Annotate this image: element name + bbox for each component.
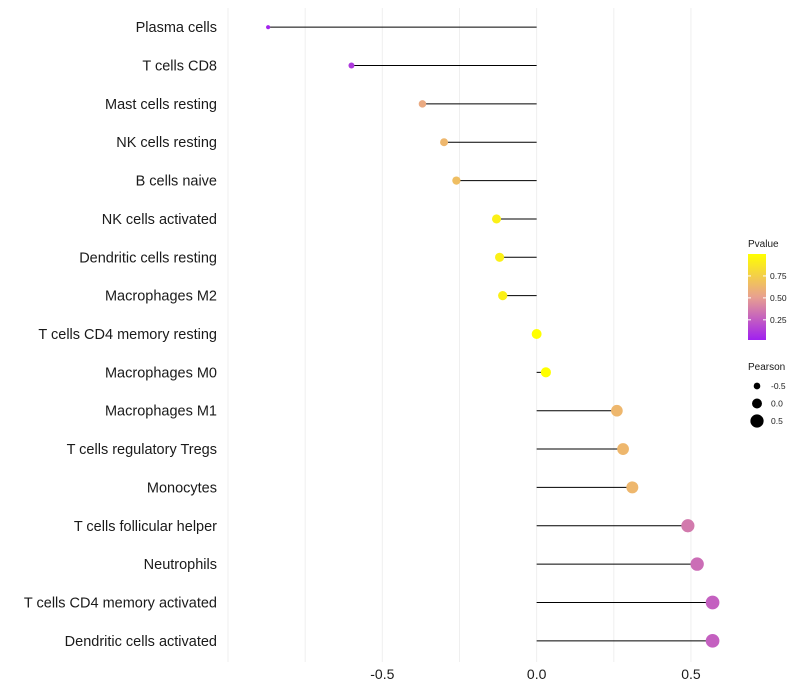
category-label-4: B cells naive — [136, 174, 217, 190]
x-tick-label: 0.5 — [681, 666, 701, 682]
colorbar-tick-label: 0.75 — [770, 271, 787, 281]
dot-4 — [452, 176, 461, 185]
size-key-label: 0.5 — [771, 416, 783, 426]
pearson-legend-title: Pearson — [748, 362, 785, 373]
lollipop-stems — [268, 26, 713, 642]
dot-9 — [540, 367, 551, 378]
dot-3 — [440, 138, 449, 147]
category-label-14: Neutrophils — [144, 557, 217, 573]
dot-2 — [418, 100, 427, 108]
category-label-8: T cells CD4 memory resting — [38, 327, 217, 343]
x-tick-label: -0.5 — [370, 666, 394, 682]
dot-10 — [611, 404, 623, 417]
category-label-0: Plasma cells — [136, 20, 217, 36]
size-key-dot — [753, 382, 761, 390]
dot-5 — [491, 214, 502, 224]
category-label-5: NK cells activated — [102, 212, 217, 228]
pvalue-legend-title: Pvalue — [748, 239, 779, 250]
category-label-1: T cells CD8 — [142, 59, 217, 75]
dot-12 — [626, 481, 639, 494]
dot-7 — [498, 291, 508, 301]
category-label-9: Macrophages M0 — [105, 365, 217, 381]
category-label-12: Monocytes — [147, 480, 217, 496]
dot-14 — [690, 557, 704, 571]
legend: Pvalue 0.25 0.50 0.75 Pearson -0.5 0.0 0.5 — [748, 239, 787, 428]
category-label-2: Mast cells resting — [105, 97, 217, 113]
dot-6 — [495, 252, 505, 262]
dot-0 — [266, 25, 271, 30]
category-label-7: Macrophages M2 — [105, 289, 217, 305]
dot-13 — [681, 519, 695, 533]
dot-16 — [705, 633, 720, 648]
size-key-label: -0.5 — [771, 381, 786, 391]
size-key-dot — [752, 398, 762, 409]
size-key-label: 0.0 — [771, 399, 783, 409]
category-label-10: Macrophages M1 — [105, 404, 217, 420]
dot-11 — [617, 443, 629, 455]
pvalue-colorbar-ticks: 0.25 0.50 0.75 — [748, 271, 787, 325]
x-tick-label: 0.0 — [527, 666, 547, 682]
colorbar-tick-label: 0.25 — [770, 315, 787, 325]
size-key-dot — [750, 414, 764, 428]
pearson-size-legend: -0.5 0.0 0.5 — [750, 381, 786, 428]
dot-15 — [705, 595, 720, 610]
colorbar-tick-label: 0.50 — [770, 293, 787, 303]
category-label-13: T cells follicular helper — [74, 519, 217, 535]
category-labels: Plasma cells T cells CD8 Mast cells restin… — [24, 20, 217, 650]
dot-8 — [531, 329, 542, 339]
category-label-16: Dendritic cells activated — [65, 634, 217, 650]
category-label-15: T cells CD4 memory activated — [24, 595, 217, 611]
category-label-6: Dendritic cells resting — [79, 250, 217, 266]
pvalue-colorbar — [748, 254, 766, 340]
lollipop-dots — [266, 25, 720, 648]
dot-1 — [348, 62, 355, 69]
category-label-3: NK cells resting — [116, 135, 217, 151]
x-axis-tick-labels: -0.5 0.0 0.5 — [370, 666, 701, 682]
category-label-11: T cells regulatory Tregs — [67, 442, 217, 458]
